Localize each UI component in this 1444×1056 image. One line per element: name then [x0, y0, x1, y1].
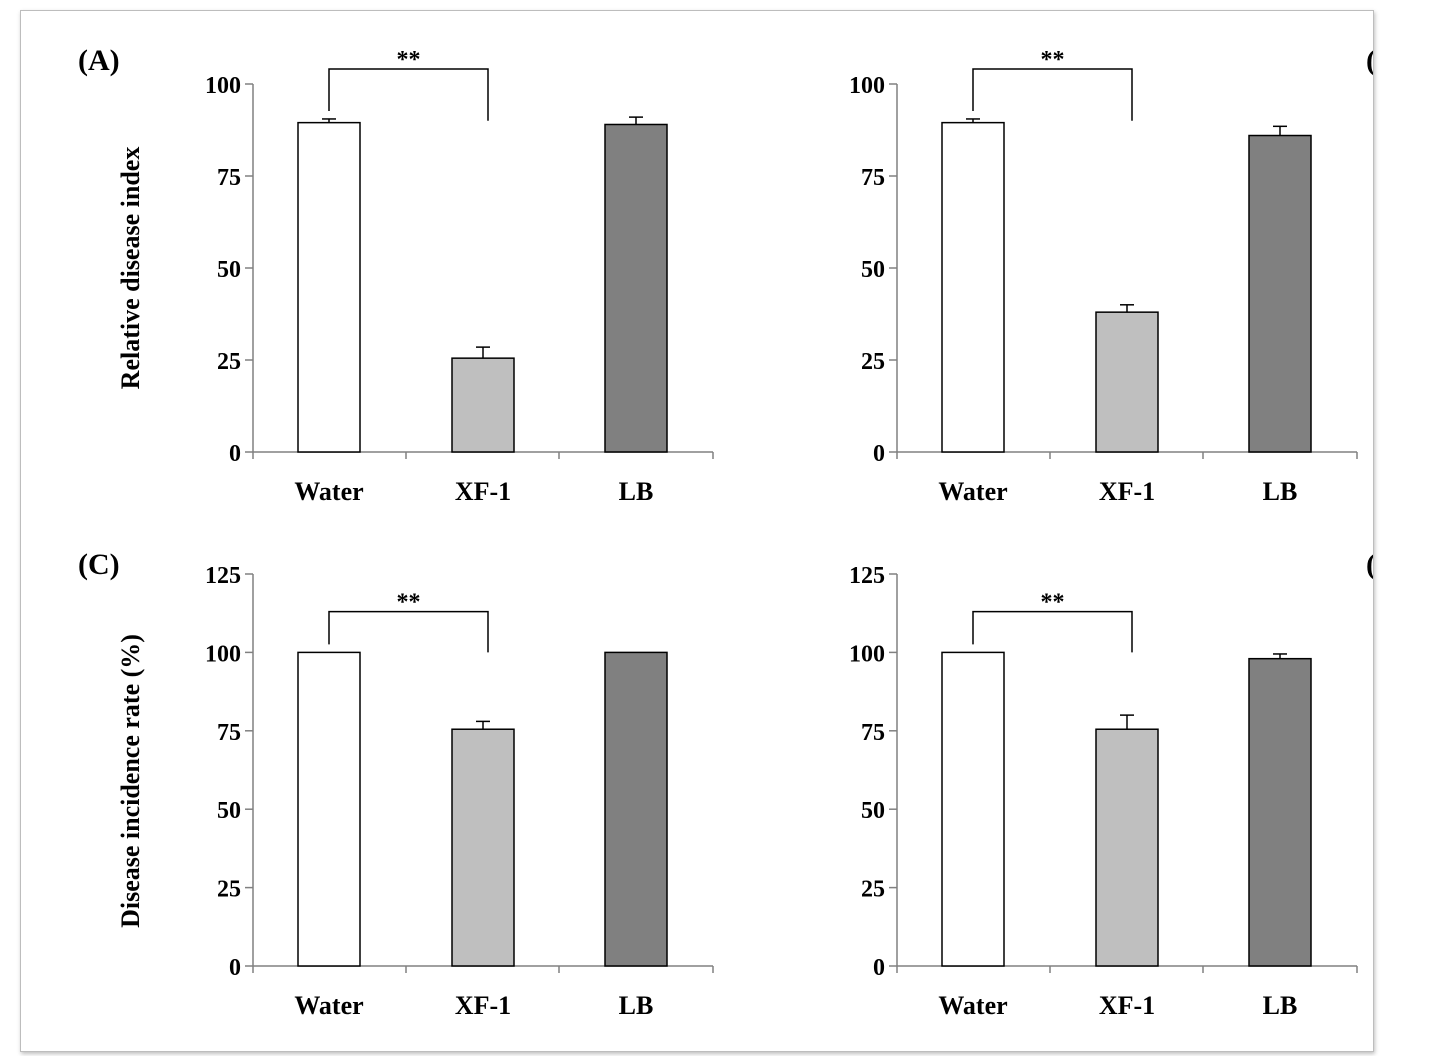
- significance-bracket: [972, 68, 1133, 121]
- y-tick-label: 50: [217, 257, 241, 283]
- significance-bracket: [328, 610, 489, 653]
- y-tick-label: 25: [217, 877, 241, 903]
- bar-xf-1: [451, 357, 515, 453]
- x-tick-label: Water: [294, 991, 363, 1020]
- significance-bracket: [972, 610, 1133, 653]
- significance-label: **: [1041, 590, 1065, 616]
- x-tick-label: LB: [619, 991, 654, 1020]
- significance-label: **: [1041, 47, 1065, 73]
- bar-lb: [1248, 657, 1312, 967]
- y-tick-label: 0: [229, 955, 241, 981]
- panel-label: (D): [1366, 548, 1373, 581]
- x-tick-label: XF-1: [455, 477, 511, 506]
- x-tick-label: LB: [619, 477, 654, 506]
- x-tick-label: Water: [938, 477, 1007, 506]
- x-tick-label: XF-1: [1099, 477, 1155, 506]
- y-tick-label: 50: [861, 798, 885, 824]
- bar-water: [297, 121, 361, 453]
- bar-lb: [604, 123, 668, 453]
- y-tick-label: 100: [205, 73, 241, 99]
- panel-label: (A): [78, 44, 120, 77]
- y-tick-label: 75: [217, 720, 241, 746]
- bar-water: [941, 651, 1005, 967]
- y-tick-label: 100: [849, 641, 885, 667]
- panel-label: (C): [78, 548, 120, 581]
- y-axis-label: Relative disease index: [116, 147, 145, 390]
- y-tick-label: 125: [205, 563, 241, 589]
- chart-panel-a: (A) Relative disease index 0 25 50 75 100 Water…: [78, 44, 714, 506]
- y-tick-label: 100: [849, 73, 885, 99]
- bar-lb: [604, 651, 668, 967]
- chart-panel-d: (D)Disease incidence rate (%)02550751001…: [849, 548, 1373, 1020]
- x-tick-label: Water: [938, 991, 1007, 1020]
- significance-label: **: [397, 47, 421, 73]
- x-tick-label: LB: [1263, 477, 1298, 506]
- significance-label: **: [397, 590, 421, 616]
- y-tick-label: 75: [861, 165, 885, 191]
- y-tick-label: 50: [217, 798, 241, 824]
- y-tick-label: 50: [861, 257, 885, 283]
- bar-water: [297, 651, 361, 967]
- chart-canvas: (A) Relative disease index 0 25 50 75 100 Water…: [78, 44, 1373, 1020]
- panel-label: (B): [1366, 44, 1373, 77]
- chart-panel-b: (B)Relative disease index0255075100Water…: [849, 44, 1373, 506]
- y-tick-label: 75: [217, 165, 241, 191]
- y-tick-label: 25: [861, 877, 885, 903]
- bar-xf-1: [1095, 311, 1159, 453]
- bar-water: [941, 121, 1005, 453]
- y-tick-label: 0: [229, 441, 241, 467]
- bar-xf-1: [1095, 728, 1159, 967]
- y-axis-label: Disease incidence rate (%): [116, 634, 145, 928]
- y-tick-label: 25: [861, 349, 885, 375]
- y-tick-label: 125: [849, 563, 885, 589]
- y-tick-label: 75: [861, 720, 885, 746]
- x-tick-label: Water: [294, 477, 363, 506]
- y-tick-label: 0: [873, 955, 885, 981]
- bar-xf-1: [451, 728, 515, 967]
- chart-panel-c: (C) Disease incidence rate (%) 0 25 50 75 100 1…: [78, 548, 714, 1020]
- figure-frame: (A) Relative disease index 0 25 50 75 100 Water…: [20, 10, 1374, 1052]
- y-tick-label: 25: [217, 349, 241, 375]
- y-tick-label: 100: [205, 641, 241, 667]
- y-tick-label: 0: [873, 441, 885, 467]
- x-tick-label: XF-1: [1099, 991, 1155, 1020]
- bar-lb: [1248, 134, 1312, 453]
- x-tick-label: LB: [1263, 991, 1298, 1020]
- x-tick-label: XF-1: [455, 991, 511, 1020]
- significance-bracket: [328, 68, 489, 121]
